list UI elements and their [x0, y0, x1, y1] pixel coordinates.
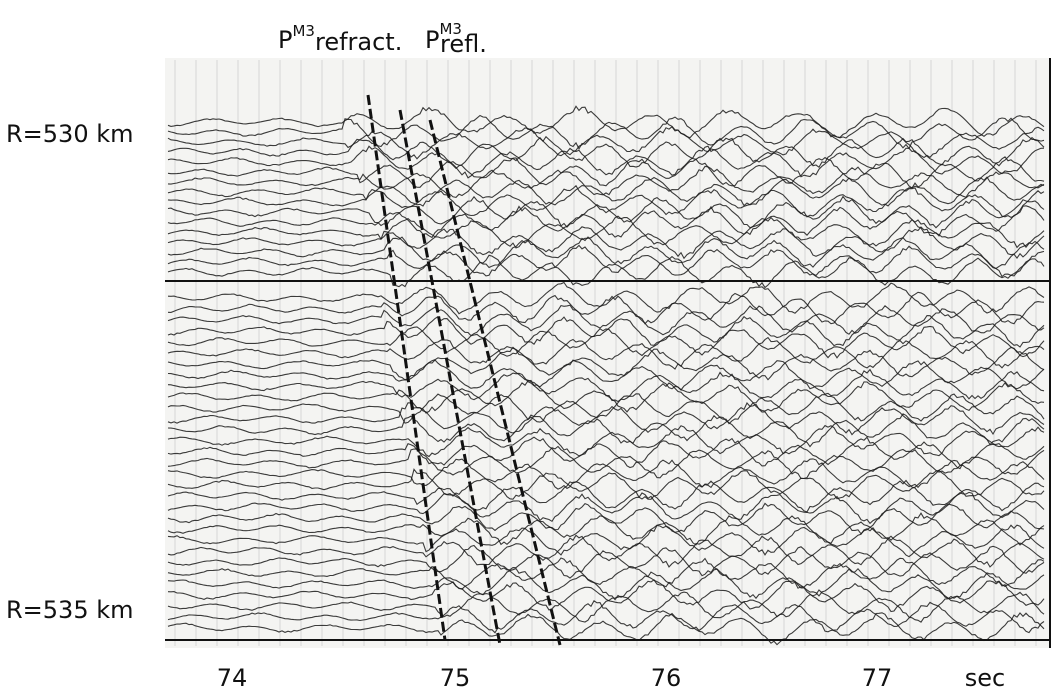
- trace-group: [167, 94, 1045, 646]
- phase-superscript: M3: [439, 20, 462, 38]
- time-tick-label: 76: [651, 664, 682, 692]
- seismic-trace: [167, 315, 1045, 348]
- seismic-trace: [167, 195, 1045, 229]
- seismic-trace: [167, 336, 1045, 370]
- seismic-trace: [167, 424, 1045, 458]
- seismic-trace: [167, 589, 1045, 623]
- seismic-trace: [167, 502, 1045, 535]
- seismic-trace: [167, 436, 1045, 470]
- distance-label: R=535 km: [6, 596, 134, 624]
- seismic-trace: [167, 126, 1045, 160]
- seismic-trace: [167, 445, 1045, 480]
- seismic-trace: [167, 236, 1045, 270]
- time-tick-label: 77: [862, 664, 893, 692]
- seismic-trace: [167, 114, 1045, 150]
- seismic-trace: [167, 524, 1045, 558]
- seismic-trace: [167, 184, 1045, 219]
- seismic-trace: [167, 145, 1045, 179]
- phase-label: PM3refract.: [278, 22, 402, 56]
- seismic-trace: [167, 567, 1045, 601]
- seismic-trace: [167, 534, 1045, 568]
- seismic-trace: [167, 156, 1045, 189]
- distance-label: R=530 km: [6, 120, 134, 148]
- seismic-trace: [167, 468, 1045, 500]
- seismic-trace: [167, 254, 1045, 289]
- phase-base: P: [278, 26, 292, 54]
- phase-alignment: [366, 94, 447, 641]
- seismic-trace: [167, 281, 1045, 315]
- seismic-trace: [167, 544, 1045, 579]
- seismic-trace: [167, 325, 1045, 359]
- seismic-trace: [167, 205, 1045, 239]
- phase-label: PM3 refl.: [425, 20, 487, 58]
- phase-superscript: M3: [292, 22, 315, 40]
- phase-suffix: refl.: [440, 30, 487, 58]
- seismic-trace: [167, 393, 1045, 425]
- seismic-trace: [167, 215, 1045, 249]
- seismic-trace: [167, 512, 1045, 546]
- seismic-trace: [167, 304, 1045, 337]
- seismic-trace: [167, 176, 1045, 207]
- seismic-trace: [167, 135, 1045, 170]
- seismic-trace: [167, 612, 1045, 646]
- record-paper: [165, 58, 1050, 648]
- seismic-trace: [167, 402, 1045, 436]
- seismic-trace: [167, 359, 1045, 391]
- phase-alignment: [398, 109, 502, 646]
- seismic-trace: [167, 413, 1045, 448]
- time-tick-label: 74: [217, 664, 248, 692]
- time-tick-label: 75: [440, 664, 471, 692]
- seismic-trace: [167, 105, 1045, 139]
- seismic-trace: [167, 226, 1045, 260]
- phase-suffix: refract.: [315, 28, 402, 56]
- seismic-trace: [167, 458, 1045, 490]
- time-unit-label: sec: [965, 664, 1005, 692]
- phase-alignment: [428, 119, 562, 646]
- seismic-trace: [167, 557, 1045, 590]
- phase-base: P: [425, 26, 439, 54]
- seismic-trace: [167, 165, 1045, 198]
- seismic-trace: [167, 291, 1045, 325]
- seismic-trace: [167, 491, 1045, 525]
- seismic-trace: [167, 479, 1045, 513]
